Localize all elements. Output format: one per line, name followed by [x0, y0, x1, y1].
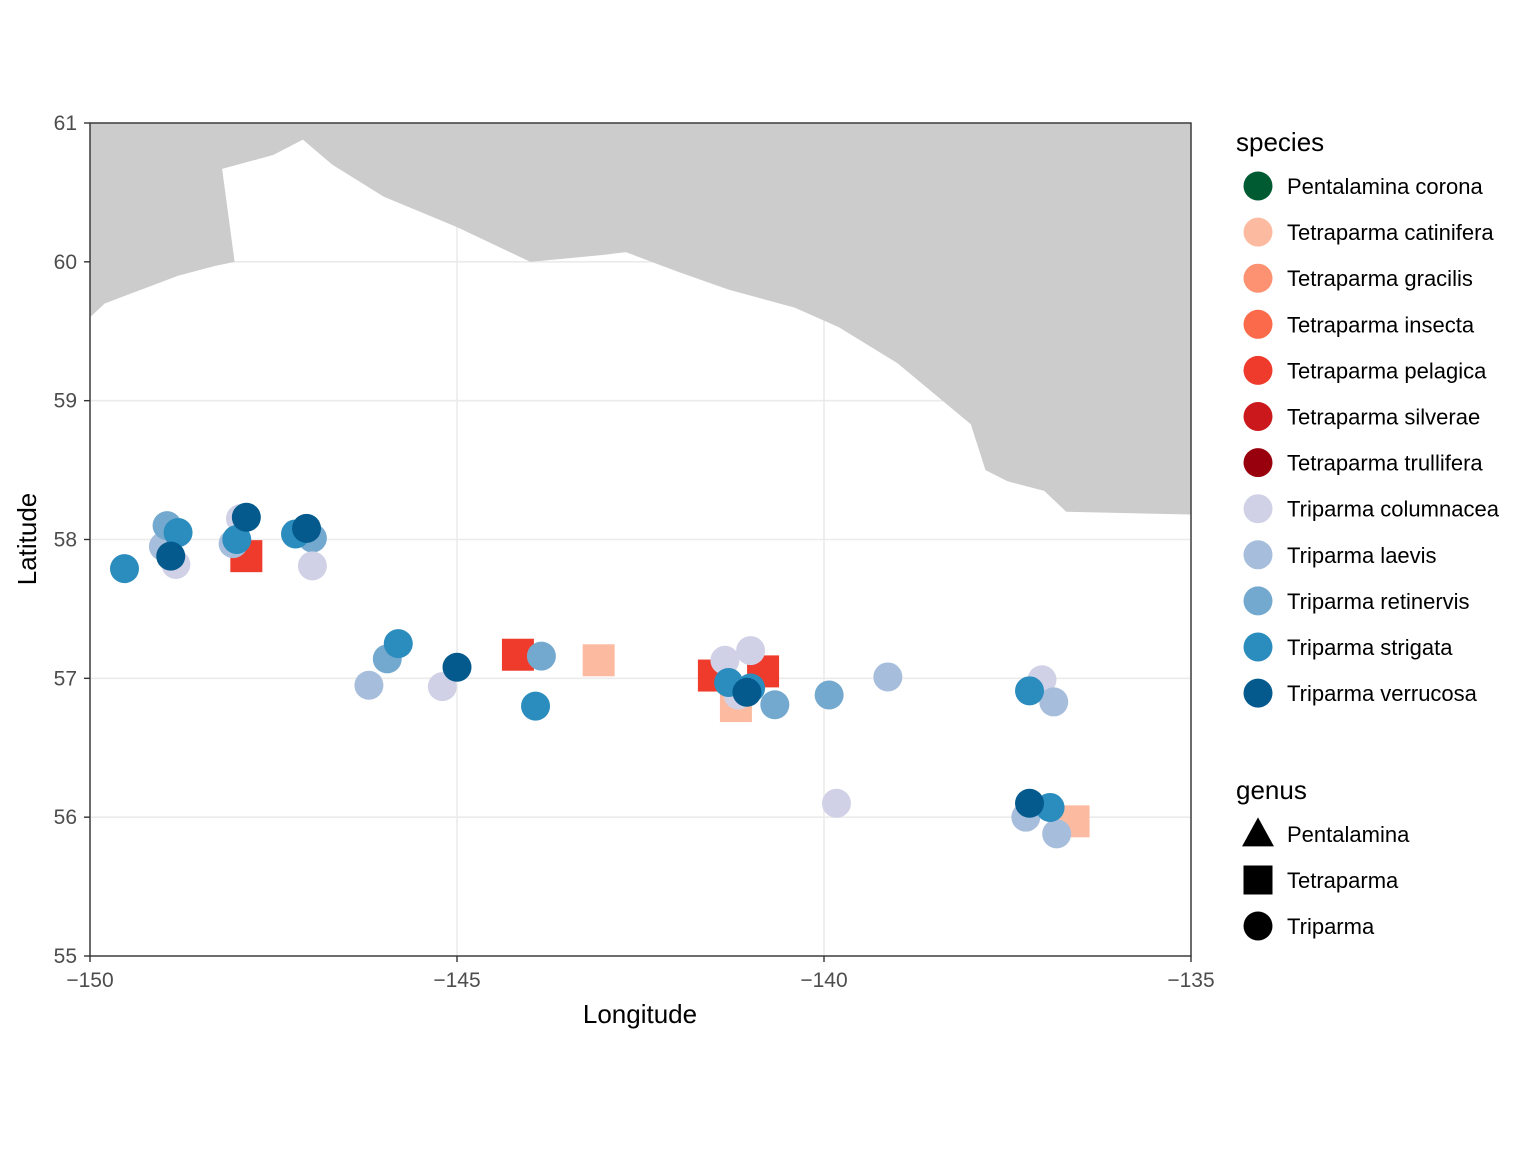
legend-key: [1243, 632, 1273, 662]
legend-key: [1243, 678, 1273, 708]
legend-label: Triparma laevis: [1287, 543, 1437, 568]
legend-key: [1243, 309, 1273, 339]
data-point: [710, 645, 740, 675]
data-point: [222, 525, 252, 554]
species-legend: Pentalamina corona Tetraparma catinifera T…: [1243, 171, 1500, 708]
x-axis-title: Longitude: [583, 999, 697, 1029]
legend-label: Triparma columnacea: [1287, 497, 1500, 522]
x-tick-label: −140: [800, 969, 847, 992]
legend-label: Triparma: [1287, 914, 1375, 939]
x-tick-label: −145: [433, 969, 480, 992]
y-axis-ticks: 55 56 57 58 59 60 61: [54, 112, 90, 968]
data-point: [521, 691, 551, 721]
y-tick-label: 59: [54, 390, 77, 413]
data-point: [814, 680, 844, 710]
data-point: [1015, 788, 1045, 818]
y-tick-label: 56: [54, 806, 77, 829]
legend-key: [1243, 355, 1273, 385]
data-points: [109, 502, 1090, 849]
legend-key: [1243, 911, 1273, 941]
legend-key: [1243, 171, 1273, 201]
y-axis-title: Latitude: [12, 493, 42, 586]
data-point: [354, 670, 384, 700]
data-point: [292, 513, 322, 543]
data-point: [383, 629, 413, 659]
data-point: [297, 551, 327, 581]
data-point: [526, 641, 556, 671]
y-tick-label: 55: [54, 945, 77, 968]
legend-key: [1243, 586, 1273, 616]
legend-label: Tetraparma: [1287, 868, 1399, 893]
legend-key: [1243, 865, 1273, 895]
species-legend-title: species: [1236, 127, 1324, 157]
legend-label: Tetraparma trullifera: [1287, 451, 1483, 476]
data-point: [156, 541, 186, 571]
legend-key: [1243, 217, 1273, 247]
y-tick-label: 57: [54, 667, 77, 690]
genus-legend: Pentalamina Tetraparma Triparma: [1242, 817, 1410, 941]
legend-label: Triparma strigata: [1287, 635, 1453, 660]
legend-key: [1243, 494, 1273, 524]
legend-key: [1242, 817, 1274, 847]
legend-label: Tetraparma pelagica: [1287, 358, 1487, 383]
y-tick-label: 58: [54, 529, 77, 552]
genus-legend-title: genus: [1236, 775, 1307, 805]
legend-key: [1243, 448, 1273, 478]
data-point: [1039, 687, 1069, 717]
data-point: [442, 652, 472, 682]
x-tick-label: −135: [1167, 969, 1214, 992]
x-tick-label: −150: [66, 969, 113, 992]
data-point: [821, 788, 851, 818]
legend-label: Pentalamina: [1287, 822, 1410, 847]
legend-key: [1243, 263, 1273, 293]
legend-label: Tetraparma catinifera: [1287, 220, 1494, 245]
data-point: [231, 502, 261, 532]
legend-label: Tetraparma gracilis: [1287, 266, 1473, 291]
land-polygon: [90, 123, 1191, 515]
data-point: [732, 677, 762, 707]
data-point: [109, 554, 139, 584]
data-point: [873, 662, 903, 692]
data-point: [582, 644, 615, 677]
legend-key: [1243, 402, 1273, 431]
legend-key: [1243, 540, 1273, 570]
data-point: [1042, 819, 1072, 849]
data-point: [736, 636, 766, 666]
legend-label: Tetraparma insecta: [1287, 312, 1475, 337]
y-tick-label: 61: [54, 112, 77, 135]
legend-label: Pentalamina corona: [1287, 174, 1483, 199]
legend-label: Triparma verrucosa: [1287, 681, 1478, 706]
x-axis-ticks: −150 −145 −140 −135: [66, 956, 1215, 992]
data-point: [760, 690, 790, 720]
legend-label: Triparma retinervis: [1287, 589, 1470, 614]
data-point: [1015, 676, 1045, 706]
legend-label: Tetraparma silverae: [1287, 405, 1480, 430]
data-point: [163, 518, 193, 548]
y-tick-label: 60: [54, 251, 77, 274]
